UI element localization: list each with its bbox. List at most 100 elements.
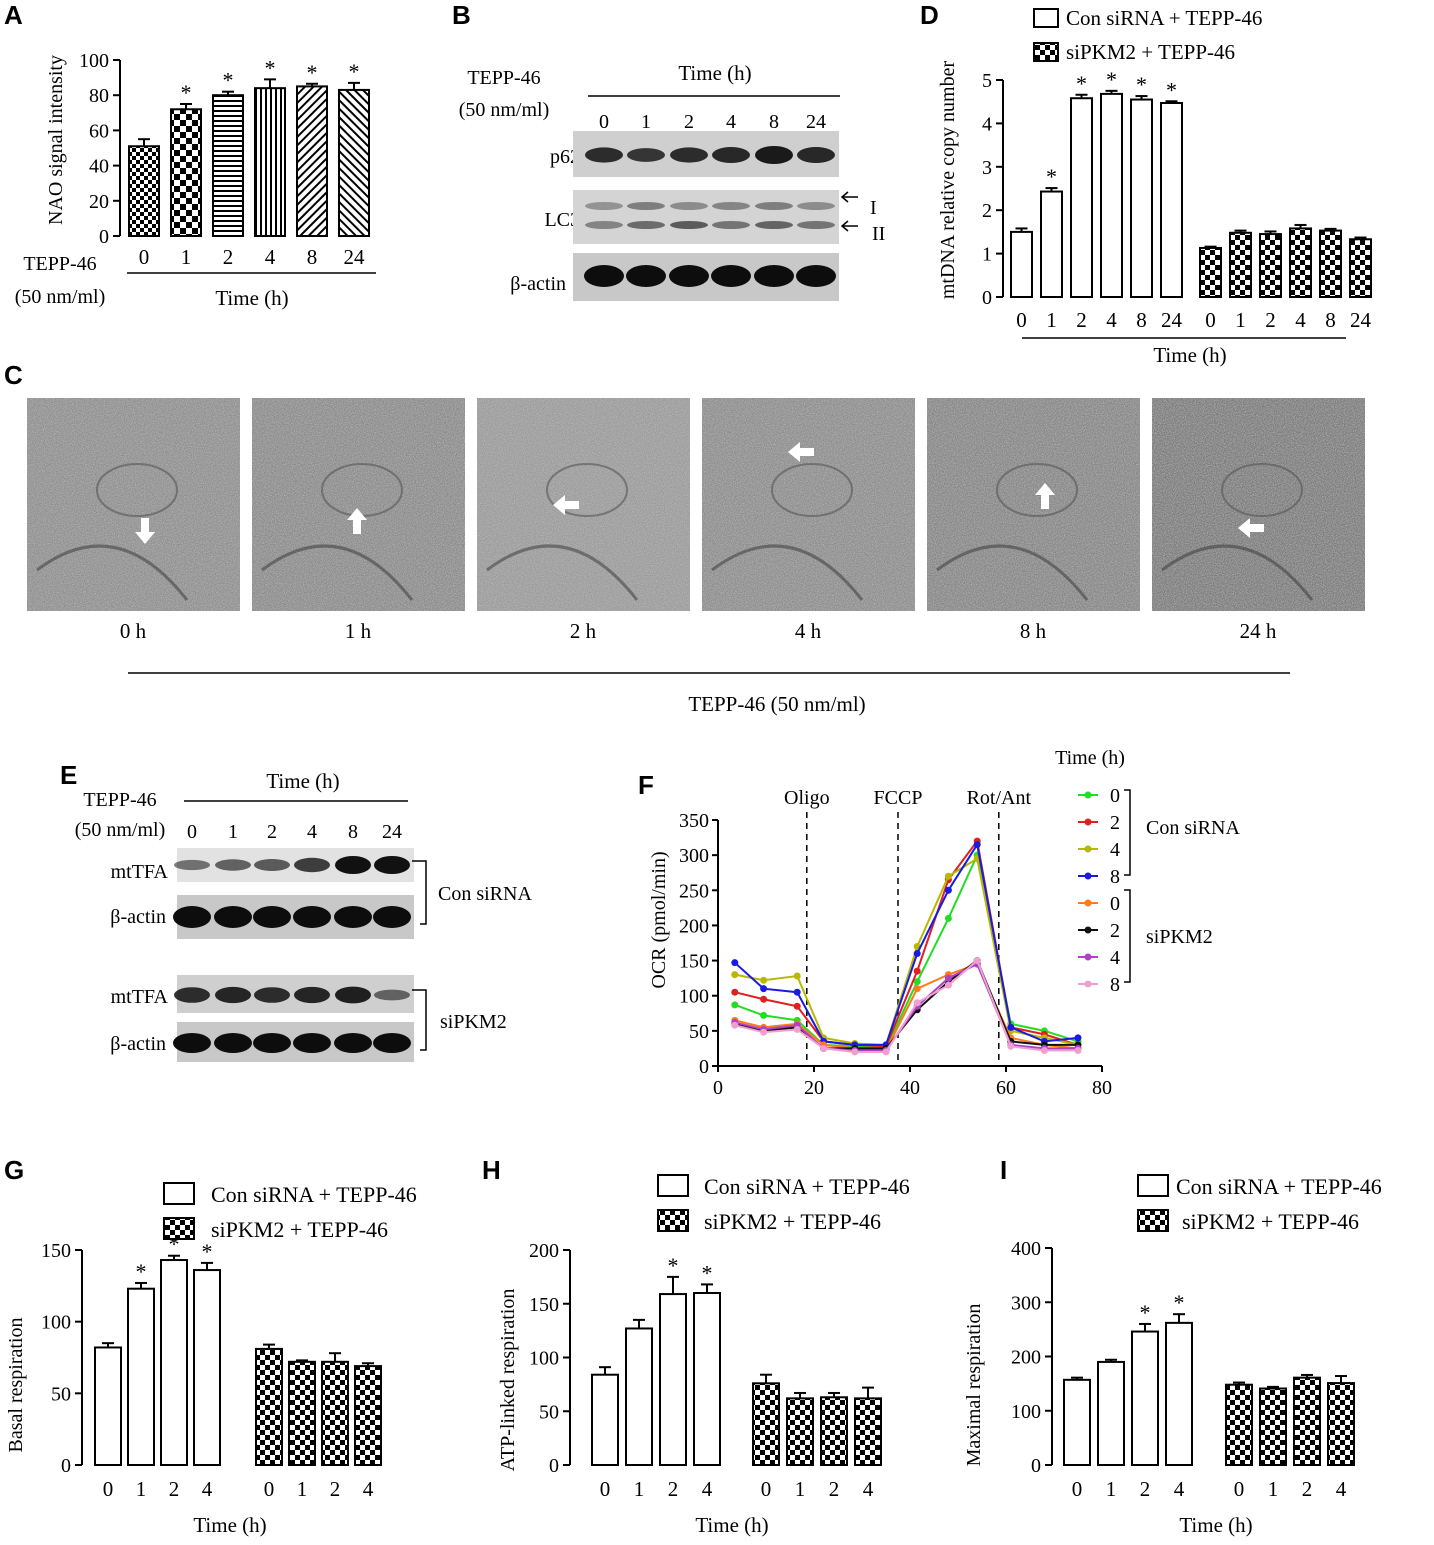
- mttfa-band-con: [215, 859, 251, 871]
- panel-a-star: *: [349, 59, 360, 84]
- panel-a-xtick: 8: [307, 245, 318, 269]
- panel-f-point: [882, 1048, 890, 1056]
- panel-h-bar: [591, 1373, 619, 1466]
- panel-a-xtick: 2: [223, 245, 234, 269]
- panel-f-point: [760, 995, 768, 1003]
- panel-d-bar: [1160, 102, 1183, 298]
- em-arrow-icon: [788, 442, 814, 462]
- panel-f-xtick: 20: [804, 1077, 824, 1099]
- panel-d-xtick: 8: [1325, 308, 1336, 332]
- panel-a-xtick: 1: [181, 245, 192, 269]
- em-arrow-icon: [1035, 483, 1055, 509]
- panel-i-ytick: 0: [1031, 1455, 1041, 1477]
- panel-f-series-line: [734, 962, 1079, 1052]
- panel-a-ytick: 0: [99, 226, 109, 248]
- panel-i-xtick: 0: [1072, 1477, 1083, 1501]
- panel-g-bar: [321, 1360, 349, 1466]
- panel-f-ytick: 250: [679, 880, 709, 902]
- lc3-i-band: [797, 202, 835, 210]
- panel-i-bar: [1293, 1376, 1321, 1466]
- panel-h-bar: [693, 1292, 721, 1466]
- panel-d-bar: [1319, 229, 1342, 299]
- panel-a-chart: 0 20 40 60 80 100 0 * 1 * 2 * 4 * 8 * 24 NAO signal inte…: [15, 50, 376, 310]
- panel-f-point: [820, 1044, 828, 1052]
- p62-band: [670, 147, 708, 163]
- panel-b-time: 24: [806, 111, 826, 133]
- panel-f-legend-item: 4: [1110, 947, 1120, 969]
- panel-d-star: *: [1046, 164, 1057, 189]
- panel-e-time: 1: [228, 821, 238, 843]
- panel-g-star: *: [202, 1239, 213, 1264]
- panel-f-xtick: 80: [1092, 1077, 1112, 1099]
- panel-a-bar: [170, 108, 202, 237]
- panel-g-xtick: 2: [330, 1477, 341, 1501]
- panel-f-injection: FCCP: [874, 787, 923, 809]
- panel-f-xtick: 0: [713, 1077, 723, 1099]
- panel-h-xtick: 4: [702, 1477, 713, 1501]
- panel-d-xtick: 24: [1350, 308, 1372, 332]
- panel-f-xtick: 60: [996, 1077, 1016, 1099]
- panel-g-bar: [354, 1365, 382, 1467]
- panel-b-time: 1: [641, 111, 651, 133]
- actin-band: [754, 265, 794, 287]
- lc3-i-band: [670, 202, 708, 210]
- mttfa-band-si: [215, 986, 251, 1004]
- lc3-ii-band: [627, 221, 665, 229]
- panel-f-ytick: 200: [679, 915, 709, 937]
- panel-g-ytick: 50: [51, 1383, 71, 1405]
- panel-g-xtick: 0: [103, 1477, 114, 1501]
- panel-f-point: [760, 976, 768, 984]
- panel-c-images: 0 h 1 h 2 h 4 h 8 h 24 h: [27, 398, 1365, 643]
- panel-label-i: I: [1000, 1155, 1008, 1185]
- panel-label-c: C: [4, 360, 23, 390]
- panel-f-point: [973, 841, 981, 849]
- em-time-label: 24 h: [1240, 619, 1277, 643]
- panel-f-ytick: 0: [699, 1056, 709, 1078]
- panel-d-star: *: [1106, 67, 1117, 92]
- em-arrow-icon: [553, 495, 579, 515]
- actin-band: [669, 265, 709, 287]
- panel-b-bands: [584, 146, 836, 287]
- panel-i-xtick: 4: [1174, 1477, 1185, 1501]
- panel-i-bar: [1259, 1387, 1287, 1467]
- panel-f-series-line: [734, 841, 1079, 1046]
- panel-a-star: *: [265, 55, 276, 80]
- mttfa-band-si: [374, 989, 410, 1001]
- panel-d-xlabel: Time (h): [1153, 343, 1226, 367]
- panel-h-bar: [820, 1396, 848, 1466]
- panel-f-point: [1040, 1047, 1048, 1055]
- panel-i-ytick: 100: [1011, 1401, 1041, 1423]
- panel-i-star: *: [1140, 1300, 1151, 1325]
- p62-band: [585, 147, 623, 163]
- actin-band-si: [334, 1033, 372, 1053]
- mttfa-band-con: [374, 856, 410, 874]
- panel-f-point: [731, 971, 739, 979]
- legend-con-swatch: [1033, 8, 1059, 28]
- arrow-ii-icon: [840, 220, 858, 232]
- panel-e-row-mttfa-1: mtTFA: [111, 861, 169, 883]
- panel-b-arrow-ii: II: [872, 223, 885, 245]
- panel-a-ytick: 60: [89, 120, 109, 142]
- panel-e-time: 8: [348, 821, 358, 843]
- actin-band-con: [293, 906, 331, 928]
- panel-d-bar: [1010, 230, 1033, 298]
- panel-b-time: 8: [769, 111, 779, 133]
- panel-e-time: 2: [267, 821, 277, 843]
- panel-f-legend-item: 4: [1110, 839, 1120, 861]
- em-time-label: 0 h: [120, 619, 147, 643]
- panel-f-point: [944, 974, 952, 982]
- panel-e-treatment-1: TEPP-46: [83, 789, 156, 811]
- panel-e-time: 0: [187, 821, 197, 843]
- lc3-i-band: [712, 202, 750, 210]
- panel-g-xtick: 1: [136, 1477, 147, 1501]
- panel-e-group-con: Con siRNA: [438, 883, 532, 905]
- panel-h-ytick: 100: [529, 1348, 559, 1370]
- em-arrow-icon: [135, 518, 155, 544]
- panel-f-ytick: 350: [679, 810, 709, 832]
- panel-g-bar: [160, 1259, 188, 1466]
- panel-label-f: F: [638, 770, 654, 800]
- panel-i-xtick: 0: [1234, 1477, 1245, 1501]
- panel-d-bar: [1070, 97, 1093, 298]
